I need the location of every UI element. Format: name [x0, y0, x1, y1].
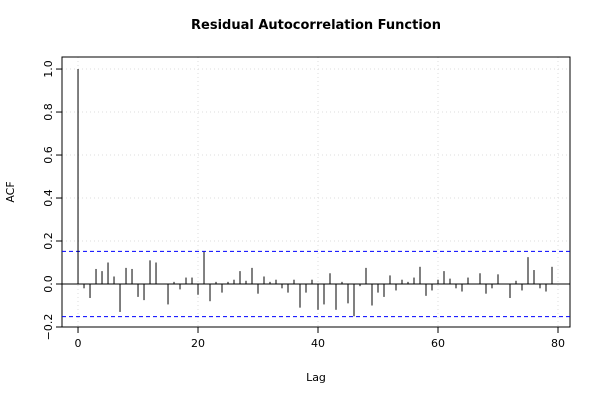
y-tick-label: 1.0 [42, 60, 55, 78]
y-tick-label: 0.8 [42, 103, 55, 121]
y-tick-label: 0.2 [42, 232, 55, 250]
x-tick-label: 60 [431, 337, 445, 350]
plot-frame [61, 56, 571, 328]
x-tick-label: 0 [75, 337, 82, 350]
x-tick-label: 40 [311, 337, 325, 350]
x-tick-label: 20 [191, 337, 205, 350]
y-axis-label: ACF [4, 181, 17, 202]
y-tick-label: 0.0 [42, 275, 55, 293]
y-tick-label: 0.4 [42, 189, 55, 207]
y-tick-label: −0.2 [42, 314, 55, 341]
x-axis-label: Lag [306, 371, 326, 384]
y-tick-label: 0.6 [42, 146, 55, 164]
x-tick-label: 80 [551, 337, 565, 350]
chart-title: Residual Autocorrelation Function [191, 18, 441, 33]
